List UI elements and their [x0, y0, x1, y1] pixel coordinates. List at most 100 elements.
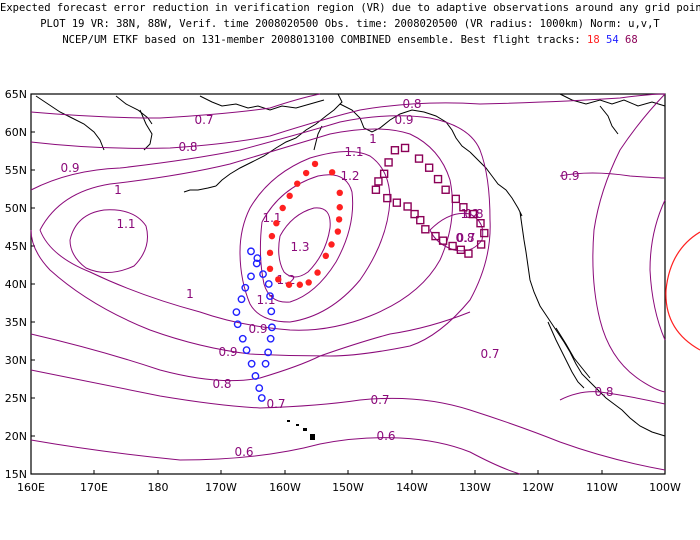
track-54-marker [264, 280, 273, 288]
track-18-marker [305, 279, 312, 286]
track-18-marker [322, 252, 330, 260]
lat-label: 50N [5, 202, 27, 215]
track-68-marker [410, 209, 419, 219]
aleutians [183, 185, 217, 193]
contour-label: 0.8 [178, 140, 197, 154]
track-18-marker [279, 204, 286, 212]
contour-label: 0.9 [560, 169, 579, 183]
track-54-marker [251, 372, 260, 380]
contour-label: 0.7 [456, 231, 475, 245]
track-18-marker [266, 249, 274, 257]
flight-tracks [232, 143, 489, 402]
track-68-marker [431, 231, 440, 241]
lon-label: 170W [205, 481, 237, 494]
lon-label: 110W [586, 481, 618, 494]
contour-label: 0.7 [370, 393, 389, 407]
track-18-marker [273, 220, 280, 227]
track-18-marker [328, 241, 335, 248]
contour-0.8-north [30, 93, 666, 149]
gulf-california [555, 327, 591, 379]
track-54-marker [242, 346, 251, 355]
track-54-legend: 54 [606, 34, 619, 46]
track-18-marker [336, 204, 343, 211]
lon-label: 160W [269, 481, 301, 494]
longitude-axis: 160E 170E 180 170W 160W 150W 140W 130W 1… [17, 481, 681, 494]
track-54-marker [268, 323, 276, 332]
lat-label: 15N [5, 468, 27, 481]
contour-label: 1.1 [344, 145, 363, 159]
lon-label: 140W [396, 481, 428, 494]
bc-coast [469, 151, 523, 217]
track-18-marker [311, 160, 319, 168]
track-54-marker [237, 295, 246, 304]
contour-0.9-east [559, 172, 666, 179]
track-54-marker [241, 283, 250, 292]
lat-label: 65N [5, 88, 27, 101]
contour-label: 0.6 [234, 445, 253, 459]
track-54-marker [266, 334, 275, 343]
hawaiian-islands [287, 420, 315, 440]
track-18-marker [286, 192, 293, 200]
contour-label: 0.7 [266, 397, 285, 411]
hudson-area [599, 105, 619, 135]
contour-1.2 [259, 174, 354, 303]
contour-0.7-north [30, 93, 321, 119]
asia-coast-2 [115, 95, 153, 125]
header-line-1: Expected forecast error reduction in ver… [0, 2, 700, 14]
latitude-axis: 65N 60N 55N 50N 45N 40N 35N 30N 25N 20N … [5, 88, 27, 481]
track-68-marker [456, 245, 466, 255]
lon-label: 130W [459, 481, 491, 494]
contour-0.8-south [30, 311, 471, 382]
track-54-marker [257, 394, 266, 402]
contour-1.1-main [239, 151, 391, 323]
track-68-marker [374, 177, 383, 186]
lon-label: 180 [148, 481, 169, 494]
track-54-marker [252, 259, 261, 268]
lat-label: 55N [5, 164, 27, 177]
track-68-marker [448, 241, 457, 251]
track-68-marker [464, 249, 473, 258]
contour-0.6 [30, 437, 521, 475]
track-68-marker [390, 146, 400, 155]
contour-label: 0.9 [60, 161, 79, 175]
track-18-marker [285, 281, 293, 288]
lon-label: 120W [522, 481, 554, 494]
track-18-marker [314, 269, 321, 276]
contour-label: 1.1 [256, 293, 275, 307]
contour-label: 0.6 [376, 429, 395, 443]
lat-label: 35N [5, 316, 27, 329]
contour-0.7-south [30, 369, 666, 471]
contour-labels: 0.8 0.9 0.7 0.8 0.9 1 1.1 1.1 1.2 0.9 1 … [60, 97, 613, 459]
contour-label: 1 [186, 287, 194, 301]
track-54-marker [247, 247, 255, 256]
track-18-marker [266, 265, 274, 272]
track-68-marker [379, 169, 389, 179]
track-54-marker [247, 359, 256, 368]
track-68-marker [438, 236, 448, 245]
track-18-marker [275, 276, 282, 283]
lat-label: 40N [5, 278, 27, 291]
contour-1.0-edge [649, 199, 666, 341]
contour-0.8-southeast [559, 391, 666, 405]
contour-label: 0.7 [480, 347, 499, 361]
track-54-marker [247, 272, 255, 281]
contour-label: 1.2 [340, 169, 359, 183]
contour-1.0 [39, 128, 453, 331]
track-68-marker [403, 202, 412, 211]
track-54-marker [261, 359, 270, 368]
track-68-marker [384, 158, 393, 167]
lat-label: 25N [5, 392, 27, 405]
contour-label: 0.9 [248, 322, 267, 336]
lat-label: 45N [5, 240, 27, 253]
track-68-marker [476, 218, 485, 228]
track-54-marker [253, 254, 262, 263]
track-68-legend: 68 [625, 34, 638, 46]
contour-label: 0.8 [402, 97, 421, 111]
track-68-marker [451, 194, 460, 204]
track-68-marker [392, 198, 402, 207]
track-68-marker [414, 154, 424, 163]
coastlines [35, 93, 666, 437]
track-68-marker [400, 143, 410, 153]
track-54-marker [267, 307, 276, 316]
header-line-3-prefix: NCEP/UM ETKF based on 131-member 2008013… [62, 34, 588, 46]
